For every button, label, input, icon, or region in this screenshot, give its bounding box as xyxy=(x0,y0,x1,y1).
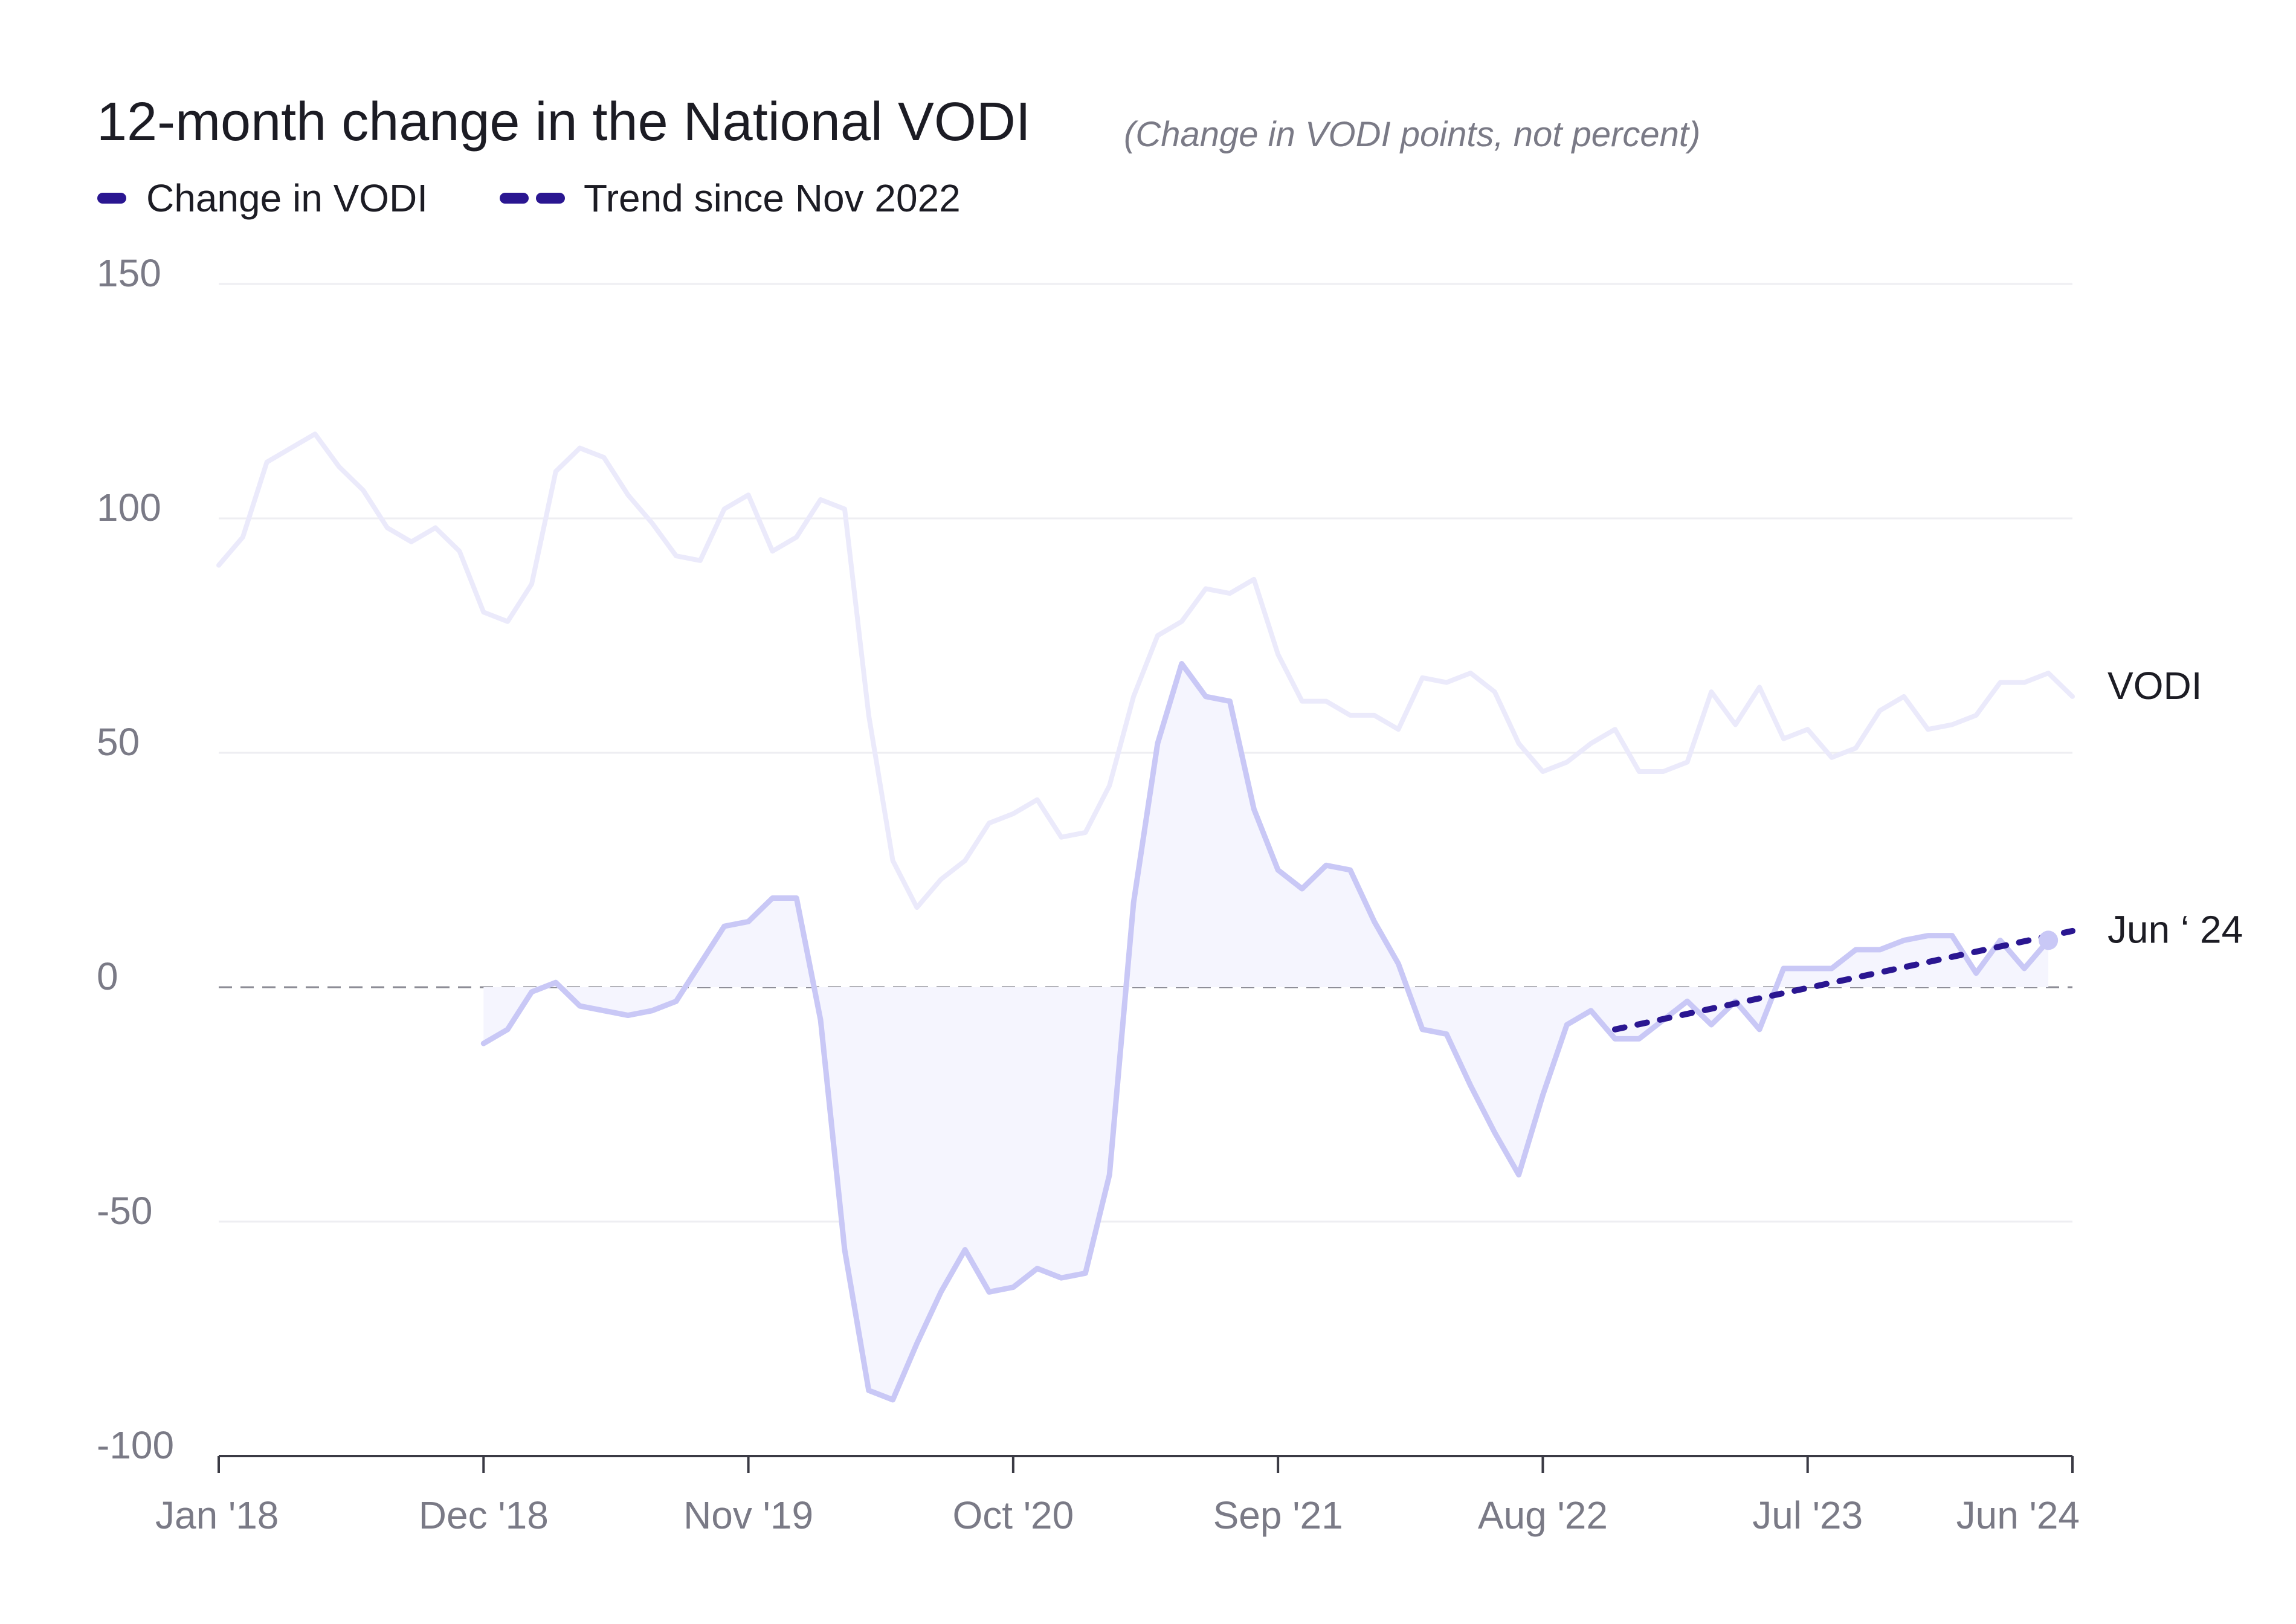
legend-item-trend: Trend since Nov 2022 xyxy=(500,176,961,220)
x-tick-label: Dec '18 xyxy=(419,1494,549,1537)
y-tick-label: 0 xyxy=(97,955,118,998)
y-tick-label: 150 xyxy=(97,251,161,295)
change-area xyxy=(483,663,2049,1400)
x-tick-label: Jun '24 xyxy=(1956,1494,2080,1537)
vodi-end-label: VODI xyxy=(2107,664,2202,707)
change-area-fill xyxy=(483,663,2049,1400)
legend-label-change: Change in VODI xyxy=(146,176,428,220)
chart-title: 12-month change in the National VODI xyxy=(97,92,1031,152)
x-tick-label: Jul '23 xyxy=(1752,1494,1863,1537)
x-tick-label: Jan '18 xyxy=(155,1494,279,1537)
series xyxy=(216,431,2075,1403)
chart-subtitle: (Change in VODI points, not percent) xyxy=(1124,115,1700,154)
y-tick-label: 100 xyxy=(97,486,161,529)
y-tick-label: -100 xyxy=(97,1423,174,1467)
legend-item-change: Change in VODI xyxy=(97,176,428,220)
vodi-line xyxy=(216,431,2075,910)
change-end-dot xyxy=(2039,930,2059,950)
legend-label-trend: Trend since Nov 2022 xyxy=(584,176,961,220)
x-tick-label: Aug '22 xyxy=(1478,1494,1608,1537)
y-axis: 150 100 50 0 -50 -100 xyxy=(97,251,174,1467)
x-tick-label: Oct '20 xyxy=(952,1494,1074,1537)
x-tick-label: Nov '19 xyxy=(683,1494,813,1537)
y-tick-label: -50 xyxy=(97,1189,153,1232)
change-end-label: Jun ‘ 24 xyxy=(2107,907,2243,951)
trend-line xyxy=(1611,927,2075,1033)
x-tick-label: Sep '21 xyxy=(1213,1494,1343,1537)
end-labels: VODI Jun ‘ 24 xyxy=(2107,664,2243,952)
change-line xyxy=(480,661,2051,1403)
x-axis: Jan '18 Dec '18 Nov '19 Oct '20 Sep '21 Aug '… xyxy=(155,1455,2080,1537)
grid xyxy=(219,283,2072,1223)
legend: Change in VODI Trend since Nov 2022 xyxy=(97,176,961,220)
y-tick-label: 50 xyxy=(97,720,140,764)
